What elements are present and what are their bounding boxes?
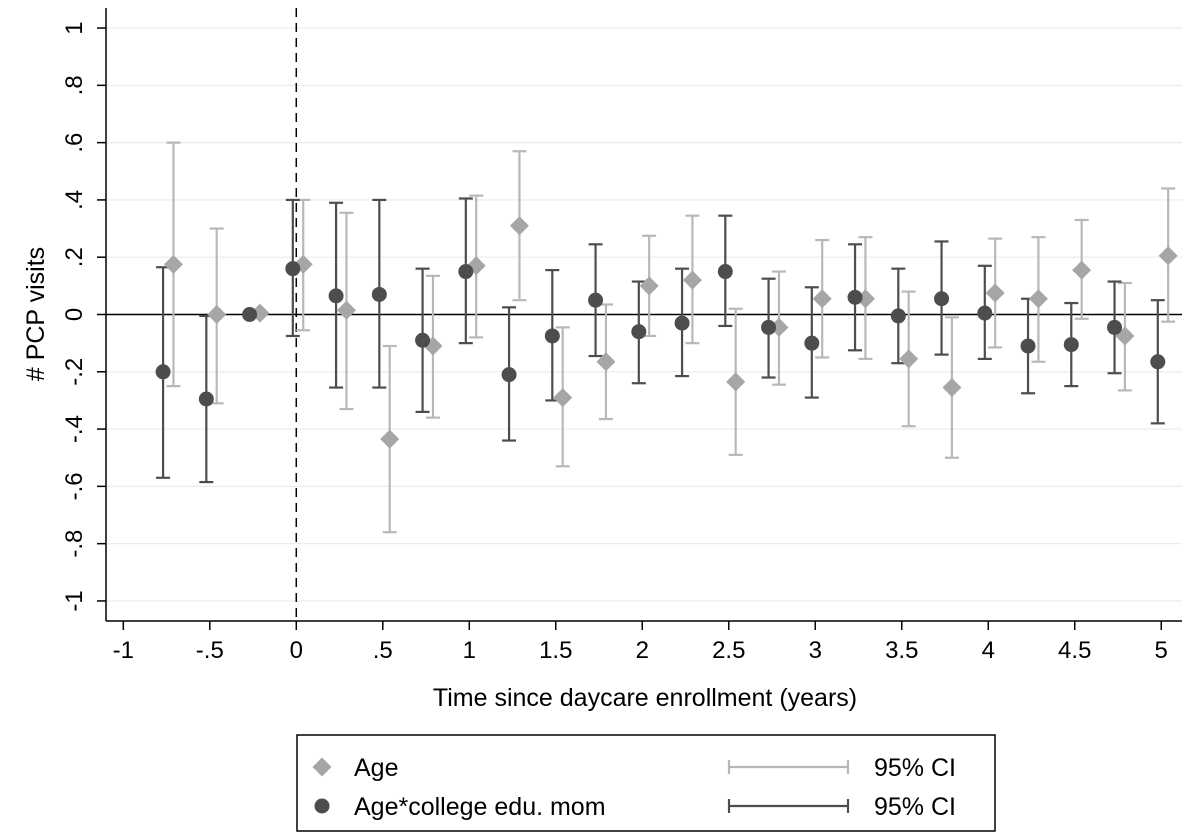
- x-tick-label: 0: [290, 637, 303, 664]
- data-point-diamond: [336, 300, 356, 320]
- data-point-circle: [1150, 354, 1166, 370]
- data-point-circle: [977, 305, 993, 321]
- y-axis-title: # PCP visits: [22, 247, 50, 381]
- data-point-circle: [934, 291, 950, 307]
- y-tick-label: 0: [61, 308, 88, 321]
- data-point-circle: [285, 261, 301, 277]
- data-point-circle: [1107, 319, 1123, 335]
- data-point-circle: [717, 264, 733, 280]
- data-point-diamond: [509, 216, 529, 236]
- legend-marker-diamond: [312, 757, 332, 777]
- data-point-circle: [674, 315, 690, 331]
- x-tick-label: 3: [809, 637, 822, 664]
- data-point-circle: [198, 391, 214, 407]
- data-point-diamond: [250, 303, 270, 323]
- data-point-circle: [890, 308, 906, 324]
- data-point-circle: [415, 332, 431, 348]
- y-tick-label: 1: [61, 21, 88, 34]
- data-point-circle: [588, 292, 604, 308]
- data-point-diamond: [163, 254, 183, 274]
- data-point-diamond: [1158, 246, 1178, 266]
- data-point-diamond: [899, 349, 919, 369]
- data-point-circle: [1063, 337, 1079, 353]
- data-point-circle: [328, 288, 344, 304]
- data-point-diamond: [596, 352, 616, 372]
- data-point-circle: [242, 307, 258, 322]
- legend-label: Age*college edu. mom: [354, 793, 606, 821]
- reference-lines: [106, 8, 1182, 621]
- data-point-diamond: [207, 305, 227, 324]
- x-tick-label: 3.5: [885, 637, 918, 664]
- data-point-diamond: [812, 289, 832, 309]
- data-point-circle: [501, 367, 517, 383]
- y-tick-label: -.4: [61, 415, 88, 443]
- data-point-circle: [544, 328, 560, 344]
- data-point-circle: [631, 324, 647, 340]
- legend-label: Age: [354, 754, 398, 782]
- x-axis-ticks: -1 -.5 0 .5 1 1.5 2 2.5 3 3.5 4 4.5 5: [113, 621, 1168, 664]
- data-point-circle: [1020, 338, 1036, 354]
- x-tick-label: 1.5: [539, 637, 572, 664]
- legend: Age 95% CI Age*college edu. mom 95% CI: [296, 734, 996, 832]
- data-point-circle: [761, 319, 777, 335]
- y-tick-label: -.8: [61, 530, 88, 558]
- data-point-circle: [847, 289, 863, 305]
- y-tick-label: .8: [61, 75, 88, 95]
- y-tick-label: -.2: [61, 358, 88, 386]
- x-tick-label: 1: [463, 637, 476, 664]
- data-point-diamond: [553, 388, 573, 408]
- y-tick-label: .6: [61, 133, 88, 153]
- y-axis-ticks: -1 -.8 -.6 -.4 -.2 0 .2 .4 .6 .8 1: [61, 21, 106, 612]
- x-tick-label: 4: [982, 637, 995, 664]
- data-point-diamond: [639, 276, 659, 296]
- data-point-diamond: [682, 270, 702, 290]
- legend-ci-label: 95% CI: [874, 754, 956, 782]
- x-tick-label: 4.5: [1058, 637, 1091, 664]
- y-tick-label: -.6: [61, 472, 88, 500]
- data-point-circle: [804, 335, 820, 351]
- x-tick-label: 2: [636, 637, 649, 664]
- y-tick-label: .2: [61, 247, 88, 267]
- data-point-diamond: [1028, 289, 1048, 309]
- legend-marker-circle: [314, 798, 330, 814]
- legend-items: Age 95% CI Age*college edu. mom 95% CI: [312, 754, 956, 821]
- x-tick-label: -.5: [196, 637, 224, 664]
- legend-box: [296, 734, 996, 832]
- data-point-diamond: [380, 429, 400, 449]
- data-point-diamond: [942, 378, 962, 398]
- data-point-diamond: [726, 372, 746, 392]
- data-point-circle: [371, 286, 387, 302]
- data-point-diamond: [985, 283, 1005, 303]
- data-point-circle: [155, 364, 171, 380]
- x-tick-label: .5: [373, 637, 393, 664]
- data-points: [155, 216, 1178, 449]
- data-point-diamond: [1072, 260, 1092, 280]
- x-tick-label: 2.5: [712, 637, 745, 664]
- legend-ci-label: 95% CI: [874, 793, 956, 821]
- x-tick-label: -1: [113, 637, 134, 664]
- y-tick-label: .4: [61, 190, 88, 210]
- data-point-circle: [458, 264, 474, 280]
- x-axis-title: Time since daycare enrollment (years): [433, 684, 857, 712]
- y-tick-label: -1: [61, 590, 88, 611]
- x-tick-label: 5: [1155, 637, 1168, 664]
